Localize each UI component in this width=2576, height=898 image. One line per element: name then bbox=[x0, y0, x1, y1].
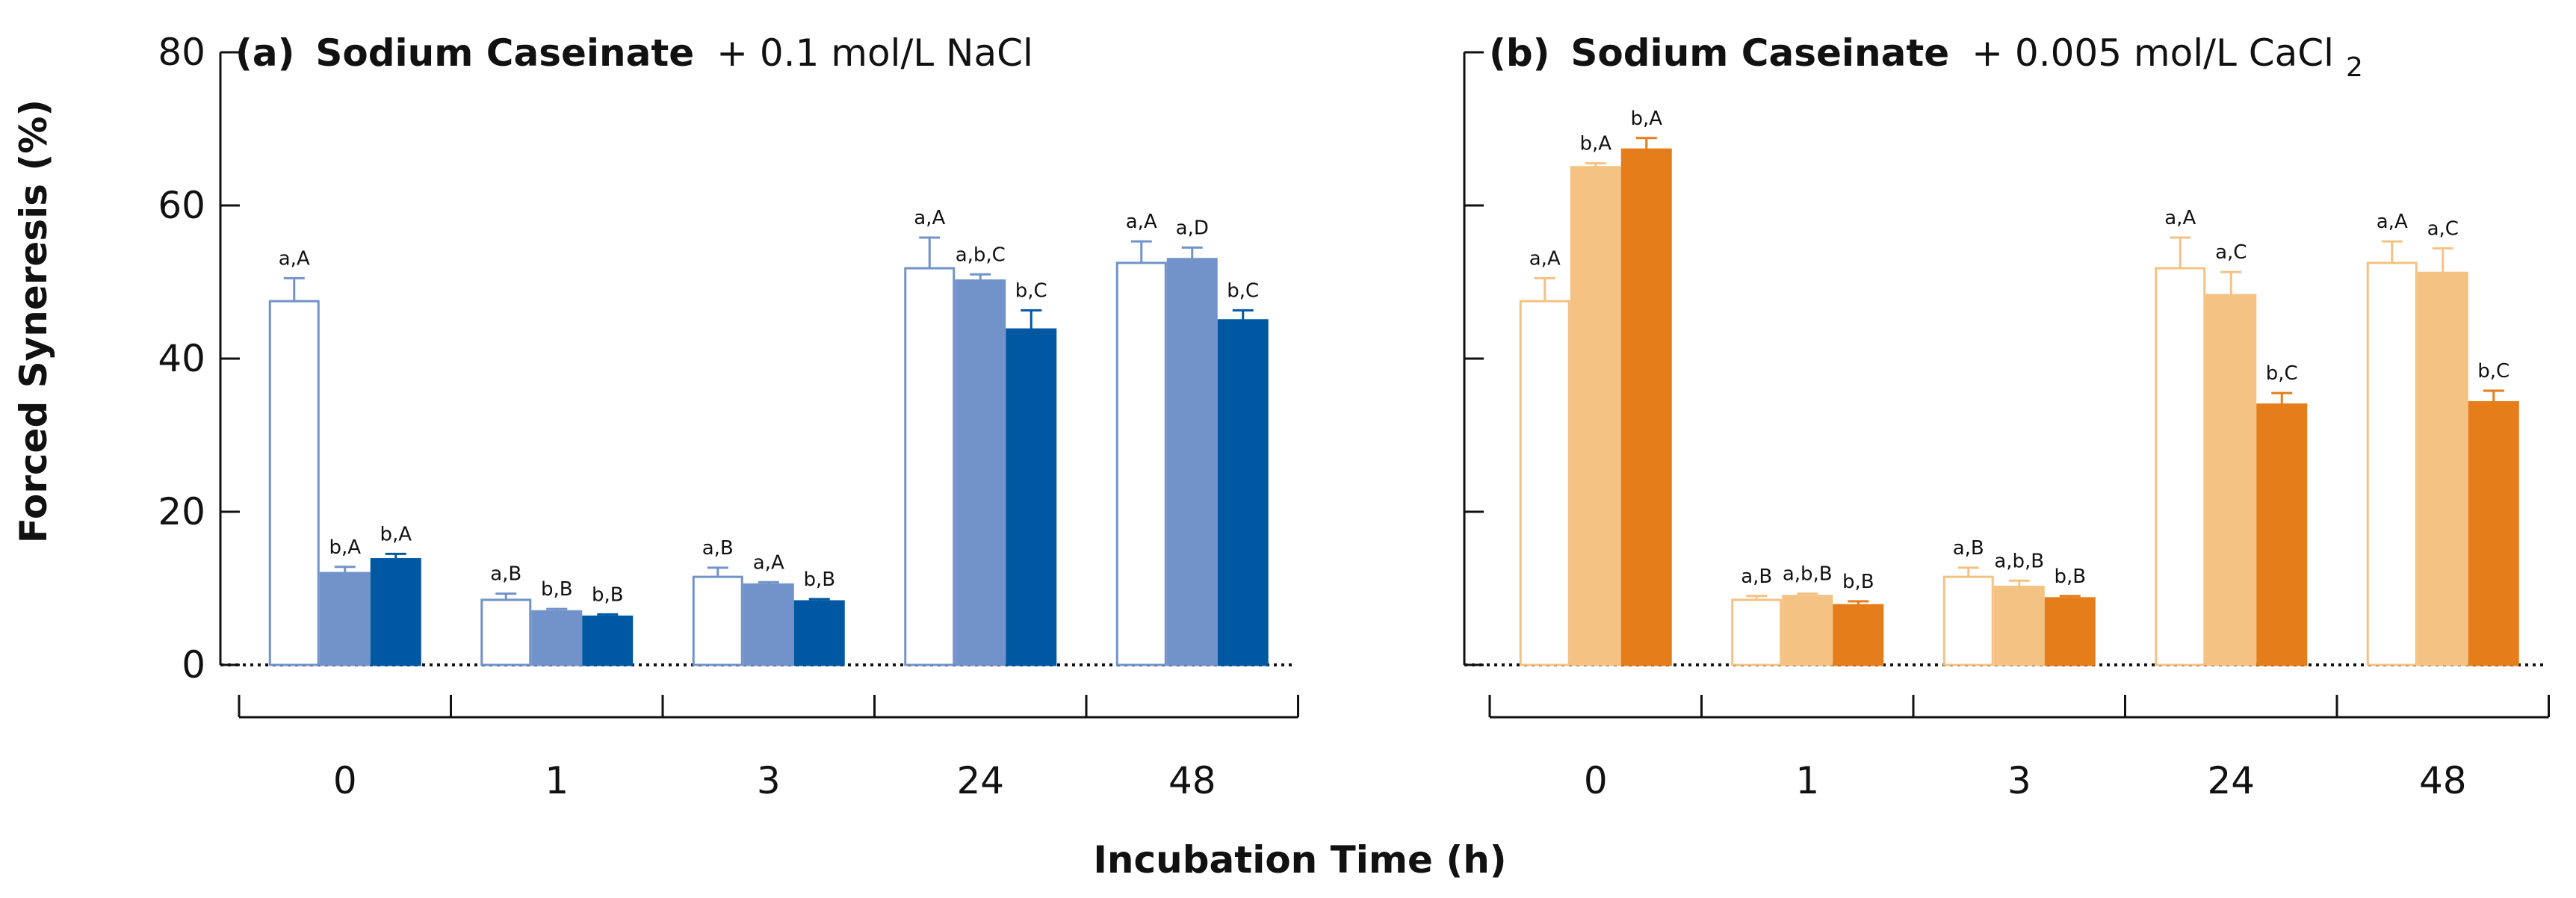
panel-a-y-tick-label: 0 bbox=[182, 643, 205, 687]
panel-b-bar-significance-label: a,A bbox=[2377, 211, 2408, 233]
panel-a-title-bold: Sodium Caseinate bbox=[315, 31, 694, 75]
panel-a-bar-significance-label: a,D bbox=[1176, 217, 1209, 239]
panel-a-bar bbox=[793, 600, 845, 666]
panel-b-bar bbox=[2468, 400, 2519, 666]
panel-a-bar-significance-label: a,A bbox=[279, 247, 310, 270]
panel-a-bar bbox=[531, 610, 583, 666]
panel-a-y-tick-label: 80 bbox=[158, 31, 205, 74]
panel-b-x-tick-label: 1 bbox=[1795, 759, 1819, 802]
panel-b-bar bbox=[1620, 148, 1672, 666]
panel-b-bar-significance-label: a,b,B bbox=[1994, 550, 2044, 572]
panel-b-bar bbox=[1993, 585, 2045, 666]
panel-a-bar bbox=[1006, 328, 1057, 666]
panel-b-plot: 0 a,A b,A b,A 1 a,B a,b,B b,B 3 a,B a,b,B b,B 24 a,A a… bbox=[1463, 51, 2550, 802]
panel-a-x-tick-label: 3 bbox=[757, 759, 781, 802]
y-axis-title: Forced Syneresis (%) bbox=[12, 99, 55, 543]
panel-b-x-tick-label: 0 bbox=[1584, 759, 1608, 802]
panel-b-bar-significance-label: b,B bbox=[2054, 566, 2086, 588]
panel-b-bar-significance-label: b,A bbox=[1579, 133, 1611, 155]
panel-a-bar bbox=[1115, 261, 1167, 666]
panel-b-title-subscript: 2 bbox=[2346, 52, 2363, 83]
panel-a-bar-significance-label: a,A bbox=[753, 551, 784, 574]
panel-a-bar bbox=[1166, 258, 1218, 666]
panel-a-bar-significance-label: b,B bbox=[803, 569, 835, 591]
panel-a-y-tick-label: 20 bbox=[158, 490, 205, 533]
panel-b-bar bbox=[2205, 294, 2257, 666]
panel-b-bar-significance-label: b,A bbox=[1630, 108, 1662, 130]
panel-a-title-suffix: + 0.1 mol/L NaCl bbox=[716, 31, 1033, 75]
panel-a-bar-significance-label: b,B bbox=[592, 583, 624, 606]
panel-b-bar-significance-label: a,A bbox=[1529, 247, 1561, 270]
panel-b: (b) Sodium Caseinate + 0.005 mol/L CaCl … bbox=[1463, 31, 2550, 802]
panel-a-bar-significance-label: b,B bbox=[541, 578, 573, 601]
panel-b-bar-significance-label: b,C bbox=[2477, 360, 2510, 383]
panel-a-bar bbox=[319, 572, 371, 666]
panel-a-bar bbox=[904, 267, 956, 666]
panel-a-bar-significance-label: a,B bbox=[490, 563, 521, 586]
panel-a-y-tick-label: 40 bbox=[158, 337, 205, 380]
panel-b-bar-significance-label: a,B bbox=[1953, 537, 1984, 560]
panel-b-bar bbox=[1942, 575, 1994, 666]
panel-a-bar bbox=[955, 279, 1006, 666]
panel-b-bar bbox=[1731, 598, 1783, 666]
panel-a-plot: 0 20 40 60 80 0 a,A b,A b,A 1 a,B b,B b,B 3 a,B a,A b,B 2… bbox=[158, 31, 1299, 802]
panel-a-x-tick-label: 48 bbox=[1168, 759, 1216, 802]
panel-b-title-bold: Sodium Caseinate bbox=[1570, 31, 1949, 75]
panel-b-bar bbox=[1833, 604, 1884, 666]
panel-a-y-tick-label: 60 bbox=[158, 184, 205, 227]
panel-b-x-tick-label: 3 bbox=[2007, 759, 2031, 802]
panel-b-label: (b) bbox=[1489, 31, 1550, 75]
panel-a-bar bbox=[692, 575, 743, 666]
panel-b-x-tick-label: 48 bbox=[2419, 759, 2467, 802]
panel-b-bar bbox=[2044, 597, 2096, 666]
panel-b-bar-significance-label: a,B bbox=[1741, 566, 1772, 588]
panel-a-bar bbox=[1217, 319, 1269, 666]
panel-b-bar bbox=[1570, 166, 1621, 666]
panel-b-title-suffix: + 0.005 mol/L CaCl bbox=[1972, 31, 2334, 75]
panel-a-bar-significance-label: b,C bbox=[1015, 279, 1047, 302]
panel-a-bar-significance-label: a,B bbox=[702, 537, 734, 560]
panel-b-bar-significance-label: a,A bbox=[2164, 207, 2196, 229]
panel-b-bar bbox=[1519, 300, 1570, 666]
panel-a-x-tick-label: 0 bbox=[333, 759, 357, 802]
panel-a-bar-significance-label: a,A bbox=[914, 207, 945, 229]
panel-a-title: (a) Sodium Caseinate + 0.1 mol/L NaCl bbox=[235, 31, 1033, 75]
panel-b-bar-significance-label: b,C bbox=[2266, 362, 2298, 385]
panel-a-bar-significance-label: a,A bbox=[1126, 211, 1157, 233]
panel-a-bar bbox=[743, 583, 794, 666]
panel-a: (a) Sodium Caseinate + 0.1 mol/L NaCl 0 2… bbox=[158, 31, 1299, 802]
panel-a-bar bbox=[370, 558, 421, 666]
panel-a-bar bbox=[480, 598, 532, 666]
panel-b-bar bbox=[2417, 271, 2468, 666]
panel-b-bar bbox=[2366, 261, 2418, 666]
x-axis-title: Incubation Time (h) bbox=[1093, 838, 1506, 882]
panel-b-bar-significance-label: a,C bbox=[2427, 217, 2459, 240]
panel-a-bar bbox=[582, 615, 634, 666]
panel-b-bar-significance-label: a,b,B bbox=[1783, 563, 1833, 586]
panel-b-bar bbox=[2256, 403, 2308, 666]
panel-a-bar bbox=[268, 300, 320, 666]
panel-b-bar bbox=[2155, 267, 2206, 666]
panel-b-x-tick-label: 24 bbox=[2207, 759, 2255, 802]
panel-b-bar bbox=[1782, 595, 1833, 666]
panel-b-bar-significance-label: a,C bbox=[2215, 241, 2247, 264]
panel-a-bar-significance-label: a,b,C bbox=[956, 244, 1006, 266]
panel-a-bar-significance-label: b,A bbox=[380, 523, 412, 545]
panel-a-x-tick-label: 24 bbox=[956, 759, 1004, 802]
panel-b-title: (b) Sodium Caseinate + 0.005 mol/L CaCl … bbox=[1489, 31, 2363, 83]
panel-a-bar-significance-label: b,C bbox=[1227, 279, 1259, 302]
panel-a-bar-significance-label: b,A bbox=[329, 536, 361, 559]
panel-a-label: (a) bbox=[235, 31, 294, 75]
panel-a-x-tick-label: 1 bbox=[545, 759, 569, 802]
panel-b-bar-significance-label: b,B bbox=[1842, 571, 1874, 593]
